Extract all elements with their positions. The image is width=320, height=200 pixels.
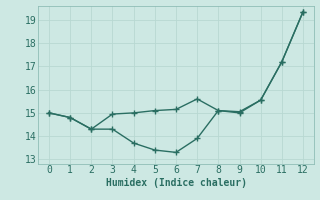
X-axis label: Humidex (Indice chaleur): Humidex (Indice chaleur) <box>106 178 246 188</box>
